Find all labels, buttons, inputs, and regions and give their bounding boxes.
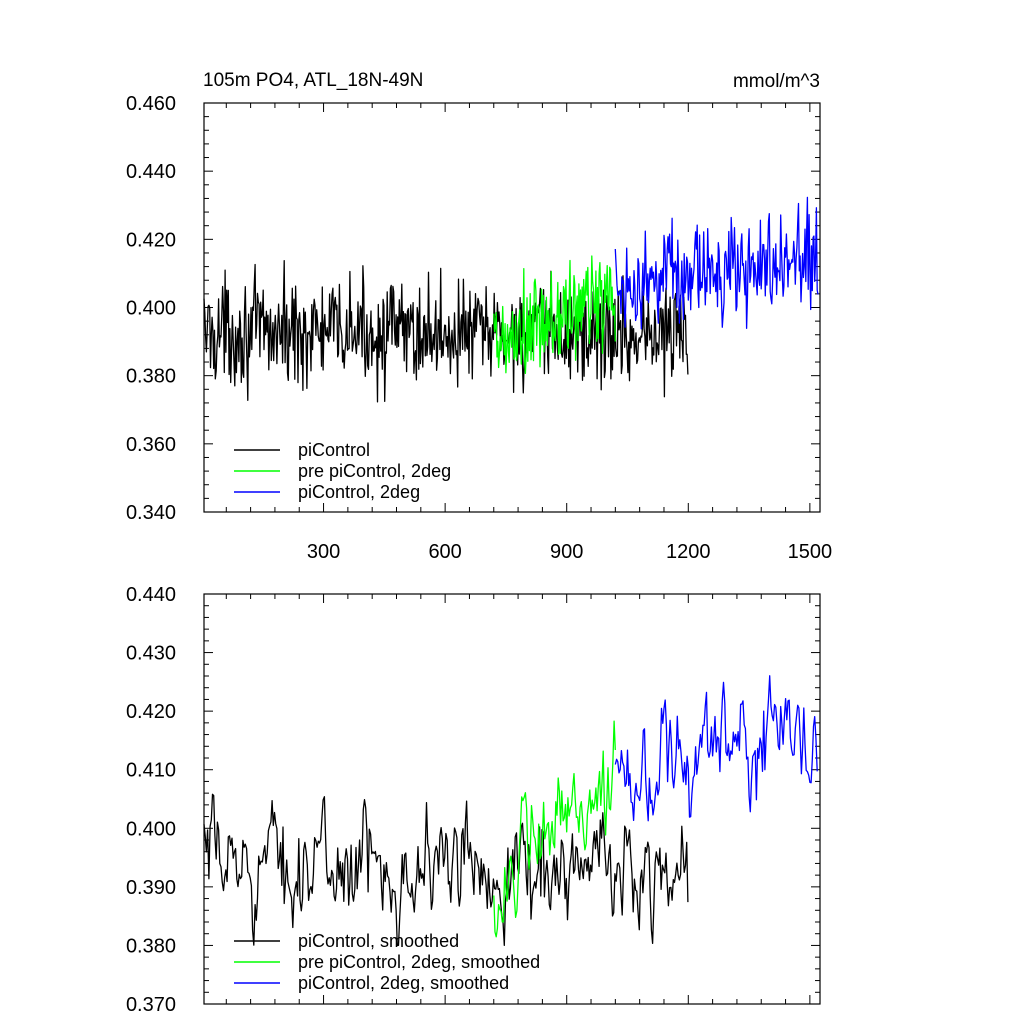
- legend-entry: piControl: [298, 440, 370, 460]
- legend-entry: piControl, smoothed: [298, 931, 459, 951]
- legend: piControl pre piControl, 2deg piControl,…: [234, 440, 451, 502]
- x-tick-label: 1200: [666, 541, 711, 563]
- x-tick-label: 600: [428, 541, 461, 563]
- y-tick-label: 0.420: [126, 229, 176, 251]
- legend-entry: piControl, 2deg, smoothed: [298, 973, 509, 993]
- series-line-picontrol-2deg: [614, 196, 819, 330]
- bottom-chart-panel: 0.370 0.380 0.390 0.400 0.410 0.420 0.430 0.440…: [126, 584, 821, 1016]
- plot-frame: [203, 102, 821, 513]
- tick-labels: 0.340 0.360 0.380 0.400 0.420 0.440 0.460 300 60…: [126, 93, 832, 563]
- y-tick-label: 0.390: [126, 877, 176, 899]
- tick-labels: 0.370 0.380 0.390 0.400 0.410 0.420 0.430 0.440: [126, 584, 176, 1016]
- series-line-picontrol-smoothed: [203, 793, 689, 947]
- tick-marks: [204, 593, 820, 1005]
- chart-title: 105m PO4, ATL_18N-49N: [203, 70, 423, 91]
- x-tick-label: 300: [307, 541, 340, 563]
- y-tick-label: 0.440: [126, 161, 176, 183]
- legend-entry: pre piControl, 2deg, smoothed: [298, 952, 540, 972]
- y-tick-label: 0.440: [126, 584, 176, 606]
- top-chart-panel: 105m PO4, ATL_18N-49N mmol/m^3 0.340 0.36…: [126, 70, 832, 563]
- series-line-picontrol-2deg-smoothed: [614, 675, 818, 822]
- y-tick-label: 0.400: [126, 298, 176, 320]
- x-tick-label: 900: [550, 541, 583, 563]
- legend-entry: piControl, 2deg: [298, 482, 420, 502]
- y-tick-label: 0.360: [126, 434, 176, 456]
- y-tick-label: 0.460: [126, 93, 176, 115]
- y-tick-label: 0.420: [126, 701, 176, 723]
- y-tick-label: 0.380: [126, 366, 176, 388]
- series-lines: [203, 196, 819, 403]
- y-tick-label: 0.370: [126, 994, 176, 1016]
- plot-frame: [203, 593, 821, 1005]
- legend: piControl, smoothed pre piControl, 2deg,…: [234, 931, 540, 993]
- legend-entry: pre piControl, 2deg: [298, 461, 451, 481]
- y-tick-label: 0.410: [126, 760, 176, 782]
- series-line-pre-picontrol-2deg-smoothed: [493, 720, 616, 938]
- chart-units: mmol/m^3: [733, 71, 820, 92]
- x-tick-label: 1500: [788, 541, 833, 563]
- y-tick-label: 0.340: [126, 502, 176, 524]
- y-tick-label: 0.400: [126, 818, 176, 840]
- series-lines: [203, 675, 818, 947]
- y-tick-label: 0.380: [126, 935, 176, 957]
- series-line-pre-picontrol-2deg: [493, 255, 616, 375]
- series-line-picontrol: [203, 260, 689, 403]
- y-tick-label: 0.430: [126, 643, 176, 665]
